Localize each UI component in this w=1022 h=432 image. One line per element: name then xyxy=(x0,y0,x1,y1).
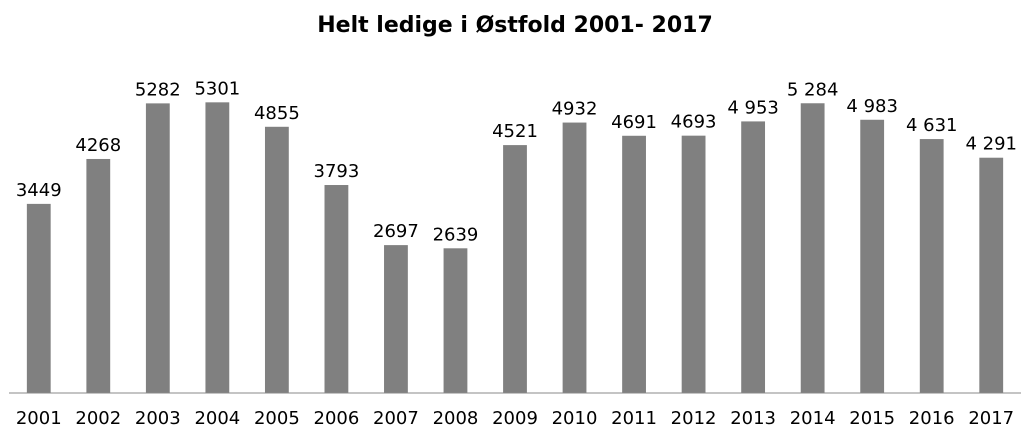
x-tick-label: 2005 xyxy=(254,408,300,429)
data-label: 5282 xyxy=(135,79,181,100)
bar xyxy=(145,103,170,393)
bar xyxy=(26,203,51,393)
bar xyxy=(800,103,825,393)
data-label: 4693 xyxy=(671,112,717,133)
data-label: 4932 xyxy=(552,99,598,120)
x-tick-label: 2006 xyxy=(314,408,360,429)
x-tick-label: 2002 xyxy=(75,408,121,429)
data-label: 4268 xyxy=(75,135,121,156)
x-tick-label: 2016 xyxy=(909,408,955,429)
bar xyxy=(384,245,408,393)
x-tick-label: 2003 xyxy=(135,408,181,429)
data-label: 5301 xyxy=(194,78,240,99)
data-label: 4691 xyxy=(611,112,657,133)
data-label: 4 983 xyxy=(846,96,898,117)
data-label: 4 631 xyxy=(906,115,958,136)
data-label: 3793 xyxy=(314,161,360,182)
x-tick-label: 2011 xyxy=(611,408,657,429)
bar xyxy=(979,157,1004,393)
bar xyxy=(919,139,944,393)
data-label: 4855 xyxy=(254,103,300,124)
data-label: 2639 xyxy=(433,224,479,245)
data-label: 3449 xyxy=(16,180,62,201)
x-tick-label: 2013 xyxy=(730,408,776,429)
x-tick-label: 2012 xyxy=(671,408,717,429)
x-tick-label: 2014 xyxy=(790,408,836,429)
x-tick-label: 2015 xyxy=(849,408,895,429)
bar xyxy=(741,121,766,394)
x-tick-label: 2004 xyxy=(194,408,240,429)
bar xyxy=(443,248,468,393)
x-tick-label: 2008 xyxy=(433,408,479,429)
chart-title: Helt ledige i Østfold 2001- 2017 xyxy=(317,13,713,38)
x-tick-label: 2010 xyxy=(552,408,598,429)
bar xyxy=(562,122,587,393)
bar xyxy=(681,135,706,393)
x-tick-label: 2001 xyxy=(16,408,62,429)
data-label: 4 291 xyxy=(965,134,1017,155)
data-label: 2697 xyxy=(373,221,419,242)
x-tick-label: 2009 xyxy=(492,408,538,429)
bar xyxy=(622,135,646,393)
bar xyxy=(205,102,230,394)
data-label: 5 284 xyxy=(787,79,839,100)
x-tick-label: 2017 xyxy=(968,408,1014,429)
x-tick-label: 2007 xyxy=(373,408,419,429)
bar xyxy=(86,158,111,393)
bar xyxy=(324,185,349,393)
bar xyxy=(264,126,289,393)
bar xyxy=(503,145,527,393)
data-label: 4 953 xyxy=(727,97,779,118)
data-label: 4521 xyxy=(492,121,538,142)
bar xyxy=(860,119,885,393)
